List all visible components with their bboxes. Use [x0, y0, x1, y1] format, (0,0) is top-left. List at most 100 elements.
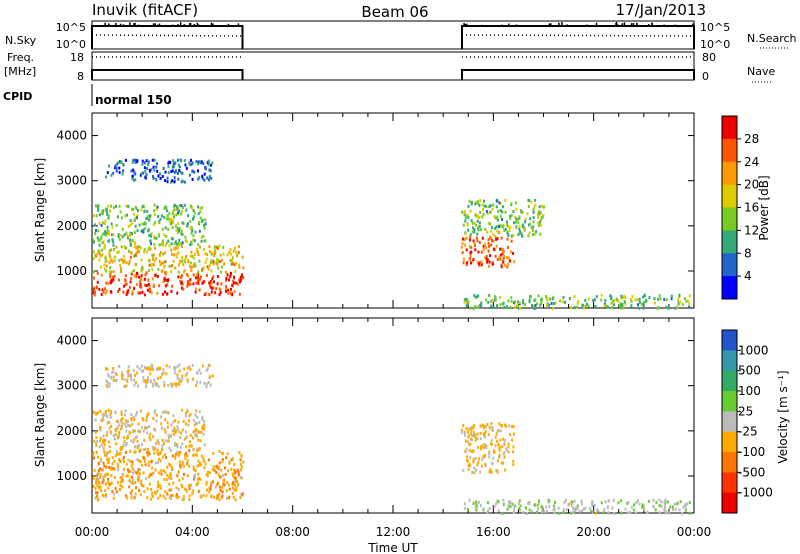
range-cell — [502, 260, 505, 264]
range-cell — [474, 243, 477, 247]
range-cell — [557, 506, 560, 510]
range-cell — [135, 246, 138, 250]
range-cell — [543, 509, 546, 513]
range-cell — [108, 164, 111, 168]
range-cell — [202, 162, 205, 166]
range-cell — [175, 382, 178, 386]
range-cell — [120, 373, 123, 377]
range-cell — [469, 254, 472, 258]
range-cell — [178, 377, 181, 381]
range-cell — [121, 172, 124, 176]
range-cell — [507, 500, 510, 504]
range-cell — [214, 245, 217, 249]
range-cell — [527, 234, 530, 238]
range-cell — [470, 429, 473, 433]
range-cell — [539, 218, 542, 222]
range-cell — [106, 367, 109, 371]
range-cell — [118, 278, 121, 282]
range-cell — [141, 159, 144, 163]
range-cell — [103, 464, 106, 468]
range-cell — [101, 221, 104, 225]
range-cell — [490, 226, 493, 230]
range-cell — [172, 259, 175, 263]
range-cell — [131, 174, 134, 178]
range-cell — [674, 507, 677, 511]
range-cell — [581, 509, 584, 513]
range-cell — [172, 159, 175, 163]
range-cell — [127, 374, 130, 378]
range-cell — [158, 221, 161, 225]
range-cell — [481, 203, 484, 207]
range-cell — [183, 159, 186, 163]
range-cell — [103, 221, 106, 225]
range-cell — [521, 301, 524, 305]
range-cell — [131, 489, 134, 493]
range-cell — [216, 493, 219, 497]
range-cell — [157, 496, 160, 500]
range-cell — [190, 169, 193, 173]
range-cell — [96, 491, 99, 495]
range-cell — [103, 450, 106, 454]
range-cell — [552, 306, 555, 310]
range-cell — [470, 432, 473, 436]
range-cell — [234, 476, 237, 480]
range-cell — [490, 243, 493, 247]
range-cell — [173, 203, 176, 207]
range-cell — [97, 411, 100, 415]
range-cell — [157, 376, 160, 380]
range-cell — [147, 450, 150, 454]
range-cell — [177, 251, 180, 255]
range-cell — [167, 164, 170, 168]
range-cell — [137, 429, 140, 433]
range-cell — [110, 481, 113, 485]
range-cell — [477, 500, 480, 504]
range-cell — [138, 488, 141, 492]
range-cell — [126, 291, 129, 295]
range-cell — [194, 421, 197, 425]
range-cell — [97, 207, 100, 211]
range-cell — [471, 259, 474, 263]
range-cell — [128, 430, 131, 434]
range-cell — [531, 229, 534, 232]
range-cell — [166, 473, 169, 477]
range-cell — [109, 467, 112, 471]
range-cell — [237, 470, 240, 474]
range-cell — [504, 210, 507, 214]
range-cell — [151, 256, 154, 260]
range-cell — [162, 261, 165, 265]
range-cell — [581, 303, 584, 307]
range-cell — [99, 436, 102, 440]
range-cell — [197, 221, 200, 225]
range-cell — [143, 161, 146, 165]
range-cell — [106, 171, 109, 175]
range-cell — [131, 177, 134, 181]
range-cell — [233, 462, 236, 466]
range-cell — [173, 441, 176, 445]
range-cell — [204, 239, 207, 243]
range-cell — [111, 225, 114, 229]
range-cell — [231, 472, 234, 476]
range-cell — [653, 297, 656, 301]
range-cell — [480, 260, 483, 264]
range-cell — [507, 450, 510, 454]
range-cell — [188, 494, 191, 498]
range-cell — [467, 204, 470, 208]
range-cell — [107, 457, 110, 461]
range-cell — [485, 298, 488, 302]
range-cell — [540, 505, 543, 509]
range-cell — [158, 234, 161, 238]
range-cell — [171, 467, 174, 471]
range-cell — [128, 485, 131, 489]
range-cell — [663, 503, 666, 507]
range-cell — [94, 253, 97, 257]
range-cell — [488, 455, 491, 459]
range-cell — [98, 486, 101, 490]
range-cell — [156, 489, 159, 493]
range-cell — [610, 305, 613, 309]
range-cell — [229, 271, 232, 275]
nsearch-label: N.Search — [747, 32, 797, 45]
range-cell — [226, 253, 229, 257]
range-cell — [134, 224, 137, 228]
